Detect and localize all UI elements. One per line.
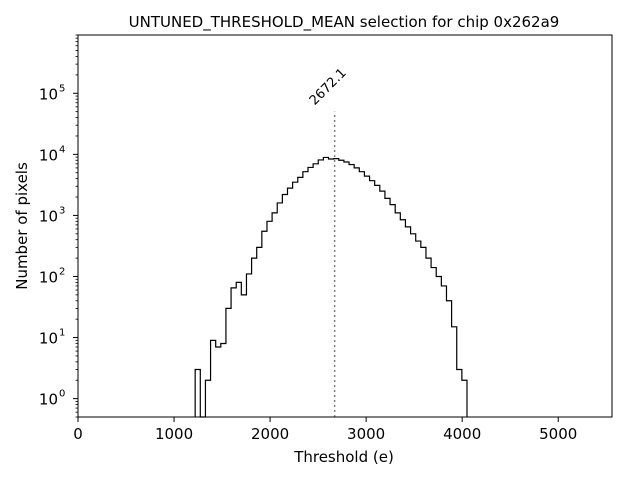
x-tick-label: 4000 — [443, 425, 481, 443]
y-tick-exponent: 1 — [59, 328, 65, 339]
x-axis-label: Threshold (e) — [293, 448, 394, 466]
x-tick-label: 2000 — [251, 425, 289, 443]
y-axis-label: Number of pixels — [13, 162, 31, 290]
y-tick-label: 10 — [39, 207, 58, 225]
y-tick-label: 10 — [39, 391, 58, 409]
y-tick-exponent: 3 — [59, 205, 65, 216]
plot-area — [78, 35, 612, 417]
x-tick-label: 1000 — [155, 425, 193, 443]
plot-frame — [77, 34, 613, 418]
y-tick-label: 10 — [39, 85, 58, 103]
x-tick-label: 5000 — [539, 425, 577, 443]
x-tick-label: 3000 — [347, 425, 385, 443]
y-tick-exponent: 2 — [59, 266, 65, 277]
y-tick-label: 10 — [39, 268, 58, 286]
y-tick-exponent: 5 — [59, 83, 65, 94]
chart-title: UNTUNED_THRESHOLD_MEAN selection for chi… — [129, 13, 560, 32]
y-tick-label: 10 — [39, 146, 58, 164]
x-tick-label: 0 — [73, 425, 83, 443]
histogram-series — [194, 156, 468, 418]
y-tick-label: 10 — [39, 330, 58, 348]
y-tick-exponent: 4 — [59, 144, 65, 155]
y-tick-exponent: 0 — [59, 389, 65, 400]
